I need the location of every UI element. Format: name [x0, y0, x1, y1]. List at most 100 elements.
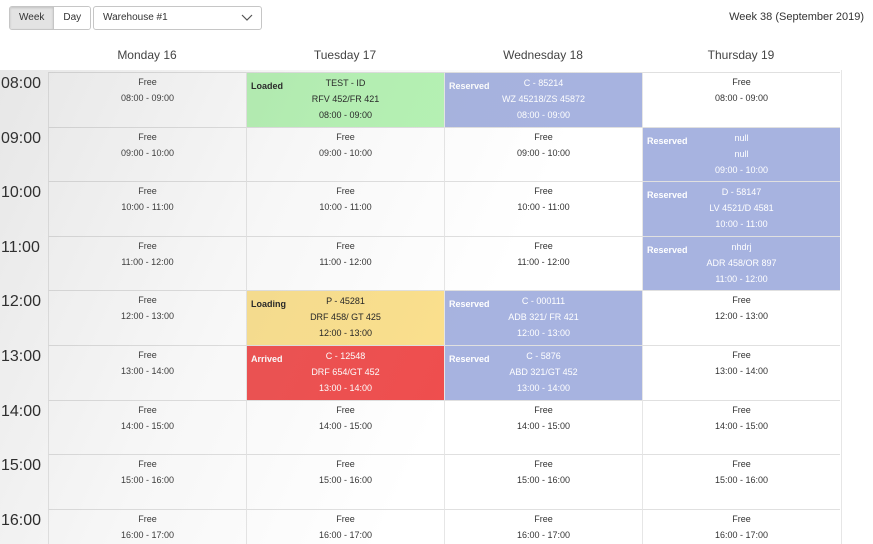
free-slot[interactable]: Free 11:00 - 12:00	[444, 235, 642, 291]
booking-status: Reserved	[449, 299, 490, 310]
slot-time: 16:00 - 17:00	[120, 529, 175, 540]
slot-time: 09:00 - 10:00	[516, 147, 571, 158]
slot-free-label: Free	[732, 350, 751, 360]
free-slot[interactable]: Free 15:00 - 16:00	[642, 454, 840, 509]
toolbar: Week Day Warehouse #1 Week 38 (September…	[0, 0, 873, 38]
free-slot[interactable]: Free 15:00 - 16:00	[444, 454, 642, 509]
slot-time: 16:00 - 17:00	[714, 529, 769, 540]
free-slot[interactable]: Free 09:00 - 10:00	[48, 126, 246, 182]
warehouse-select[interactable]: Warehouse #1	[93, 6, 262, 30]
free-slot[interactable]: Free 15:00 - 16:00	[48, 454, 246, 509]
free-slot[interactable]: Free 11:00 - 12:00	[48, 235, 246, 291]
free-slot[interactable]: Free 15:00 - 16:00	[246, 454, 444, 509]
time-label: 16:00	[1, 511, 42, 529]
booking-id: C - 12548	[325, 351, 366, 361]
slot-time: 11:00 - 12:00	[517, 256, 570, 267]
free-slot[interactable]: Free 16:00 - 17:00	[48, 508, 246, 544]
free-slot[interactable]: Free 16:00 - 17:00	[444, 508, 642, 544]
free-slot[interactable]: Free 08:00 - 09:00	[48, 72, 246, 127]
slot-free-label: Free	[336, 513, 355, 524]
free-slot[interactable]: Free 09:00 - 10:00	[444, 126, 642, 182]
slot-time: 10:00 - 11:00	[517, 202, 570, 213]
time-label: 15:00	[1, 457, 42, 475]
booking-slot[interactable]: Reserved D - 58147 LV 4521/D 4581 10:00 - 1…	[642, 181, 840, 236]
booking-time: 13:00 - 14:00	[318, 383, 373, 393]
free-slot[interactable]: Free 10:00 - 11:00	[48, 181, 246, 236]
free-slot[interactable]: Free 16:00 - 17:00	[246, 508, 444, 544]
booking-id: C - 85214	[523, 78, 564, 88]
time-label: 12:00	[1, 293, 42, 311]
slot-free-label: Free	[732, 295, 751, 306]
free-slot[interactable]: Free 12:00 - 13:00	[48, 290, 246, 345]
free-slot[interactable]: Free 09:00 - 10:00	[246, 126, 444, 182]
free-slot[interactable]: Free 14:00 - 15:00	[48, 399, 246, 455]
free-slot[interactable]: Free 14:00 - 15:00	[246, 399, 444, 455]
free-slot[interactable]: Free 13:00 - 14:00	[642, 345, 840, 400]
free-slot[interactable]: Free 13:00 - 14:00	[48, 345, 246, 400]
booking-id: null	[734, 132, 749, 143]
booking-slot[interactable]: Reserved null null 09:00 - 10:00	[642, 126, 840, 182]
slot-free-label: Free	[336, 131, 355, 142]
view-toggle: Week Day	[9, 6, 92, 30]
free-slot[interactable]: Free 08:00 - 09:00	[642, 72, 840, 127]
slot-time: 11:00 - 12:00	[121, 256, 174, 267]
booking-time: 09:00 - 10:00	[714, 164, 769, 175]
booking-slot[interactable]: Reserved nhdrj ADR 458/OR 897 11:00 - 12:00	[642, 235, 840, 291]
slot-time: 12:00 - 13:00	[714, 311, 769, 322]
slot-free-label: Free	[336, 404, 355, 415]
booking-status: Loaded	[251, 81, 284, 91]
booking-slot[interactable]: Loading P - 45281 DRF 458/ GT 425 12:00 - 1…	[246, 290, 444, 345]
booking-status: Reserved	[647, 190, 688, 201]
slot-free-label: Free	[336, 186, 355, 197]
free-slot[interactable]: Free 14:00 - 15:00	[444, 399, 642, 455]
slot-free-label: Free	[534, 513, 553, 524]
chevron-down-icon	[241, 14, 253, 21]
slot-time: 15:00 - 16:00	[318, 475, 373, 486]
slot-free-label: Free	[138, 513, 157, 524]
booking-plates: WZ 45218/ZS 45872	[501, 94, 586, 104]
booking-id: C - 5876	[526, 351, 561, 361]
slot-free-label: Free	[534, 186, 553, 197]
booking-plates: ABD 321/GT 452	[509, 367, 578, 377]
week-view-button[interactable]: Week	[10, 7, 54, 29]
grid-right-border	[841, 70, 842, 544]
booking-time: 08:00 - 09:00	[318, 110, 373, 120]
slot-time: 13:00 - 14:00	[714, 366, 769, 376]
booking-time: 13:00 - 14:00	[516, 383, 571, 393]
free-slot[interactable]: Free 16:00 - 17:00	[642, 508, 840, 544]
slot-time: 14:00 - 15:00	[516, 420, 571, 431]
day-header-wed: Wednesday 18	[503, 48, 583, 62]
booking-time: 12:00 - 13:00	[318, 328, 373, 339]
booking-plates: DRF 654/GT 452	[311, 367, 380, 377]
free-slot[interactable]: Free 11:00 - 12:00	[246, 235, 444, 291]
booking-slot[interactable]: Reserved C - 000111 ADB 321/ FR 421 12:00 -…	[444, 290, 642, 345]
slot-free-label: Free	[138, 186, 157, 197]
booking-id: D - 58147	[721, 187, 762, 198]
time-label: 09:00	[1, 129, 42, 147]
booking-time: 10:00 - 11:00	[715, 219, 768, 230]
day-header-mon: Monday 16	[117, 48, 177, 62]
booking-slot[interactable]: Reserved C - 5876 ABD 321/GT 452 13:00 - 14…	[444, 345, 642, 400]
slot-free-label: Free	[336, 240, 355, 251]
booking-status: Reserved	[449, 81, 490, 91]
booking-id: C - 000111	[521, 296, 566, 307]
free-slot[interactable]: Free 14:00 - 15:00	[642, 399, 840, 455]
slot-free-label: Free	[138, 131, 157, 142]
booking-slot[interactable]: Loaded TEST - ID RFV 452/FR 421 08:00 - 09:…	[246, 72, 444, 127]
slot-time: 08:00 - 09:00	[120, 93, 175, 103]
slot-time: 15:00 - 16:00	[516, 475, 571, 486]
free-slot[interactable]: Free 12:00 - 13:00	[642, 290, 840, 345]
warehouse-select-value: Warehouse #1	[103, 12, 168, 23]
slot-free-label: Free	[534, 459, 553, 470]
booking-plates: DRF 458/ GT 425	[310, 312, 381, 323]
day-view-button[interactable]: Day	[53, 7, 91, 29]
booking-slot[interactable]: Arrived C - 12548 DRF 654/GT 452 13:00 - 14…	[246, 345, 444, 400]
free-slot[interactable]: Free 10:00 - 11:00	[444, 181, 642, 236]
free-slot[interactable]: Free 10:00 - 11:00	[246, 181, 444, 236]
slot-time: 16:00 - 17:00	[516, 529, 571, 540]
booking-slot[interactable]: Reserved C - 85214 WZ 45218/ZS 45872 08:00 …	[444, 72, 642, 127]
booking-plates: ADB 321/ FR 421	[508, 312, 579, 323]
slot-time: 09:00 - 10:00	[120, 147, 175, 158]
booking-plates: LV 4521/D 4581	[709, 203, 774, 214]
time-label: 08:00	[1, 75, 42, 92]
